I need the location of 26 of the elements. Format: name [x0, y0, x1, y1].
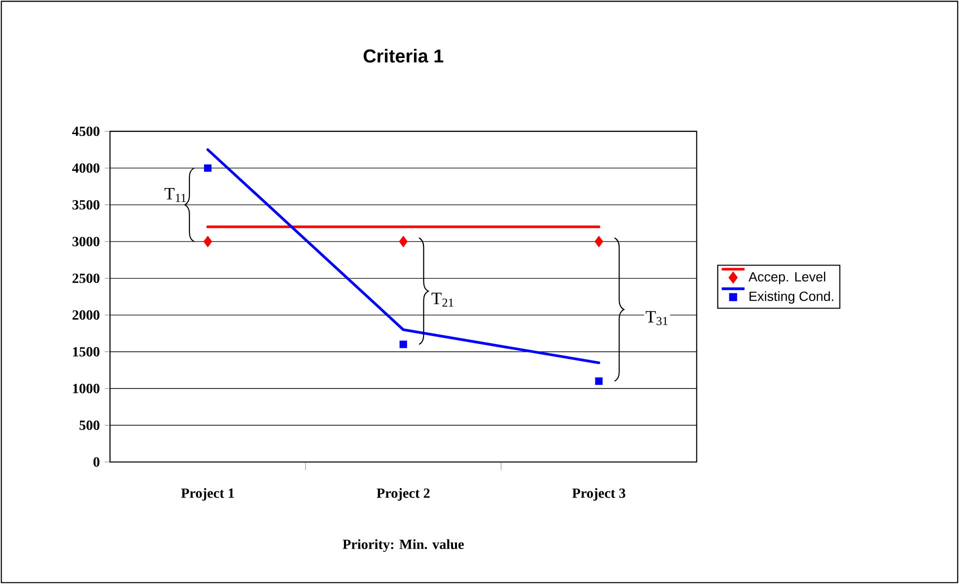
point [400, 340, 408, 348]
point [204, 236, 212, 248]
annotation: T$_{11}$ [164, 188, 186, 202]
y-tick-label: 0 [93, 457, 100, 467]
point [204, 164, 212, 172]
y-tick-label: 2000 [72, 310, 100, 320]
y-tick-label: 3000 [72, 236, 100, 246]
y-tick-label: 4500 [72, 126, 100, 136]
legend-label: Existing Cond. [750, 291, 834, 304]
x-tick-label: Project 1 [181, 488, 234, 501]
x-tick-label: Project 2 [376, 488, 430, 501]
annotation: T$_{21}$ [432, 292, 454, 307]
x-tick-label: Project 3 [572, 488, 626, 501]
y-tick-label: 4000 [72, 163, 100, 173]
y-tick-label: 2500 [72, 274, 100, 284]
chart-title: Criteria 1 [364, 48, 444, 63]
point [595, 377, 603, 385]
y-tick-label: 3500 [72, 200, 100, 210]
point [594, 236, 604, 248]
y-tick-label: 1500 [73, 347, 100, 356]
legend-label: Accep. Level [748, 272, 826, 284]
point [399, 236, 408, 248]
annotation: T$_{31}$ [646, 311, 668, 326]
y-tick-label: 1000 [73, 384, 100, 394]
y-tick-label: 500 [80, 420, 100, 430]
x-axis-title: Priority: Min. value [342, 539, 464, 552]
